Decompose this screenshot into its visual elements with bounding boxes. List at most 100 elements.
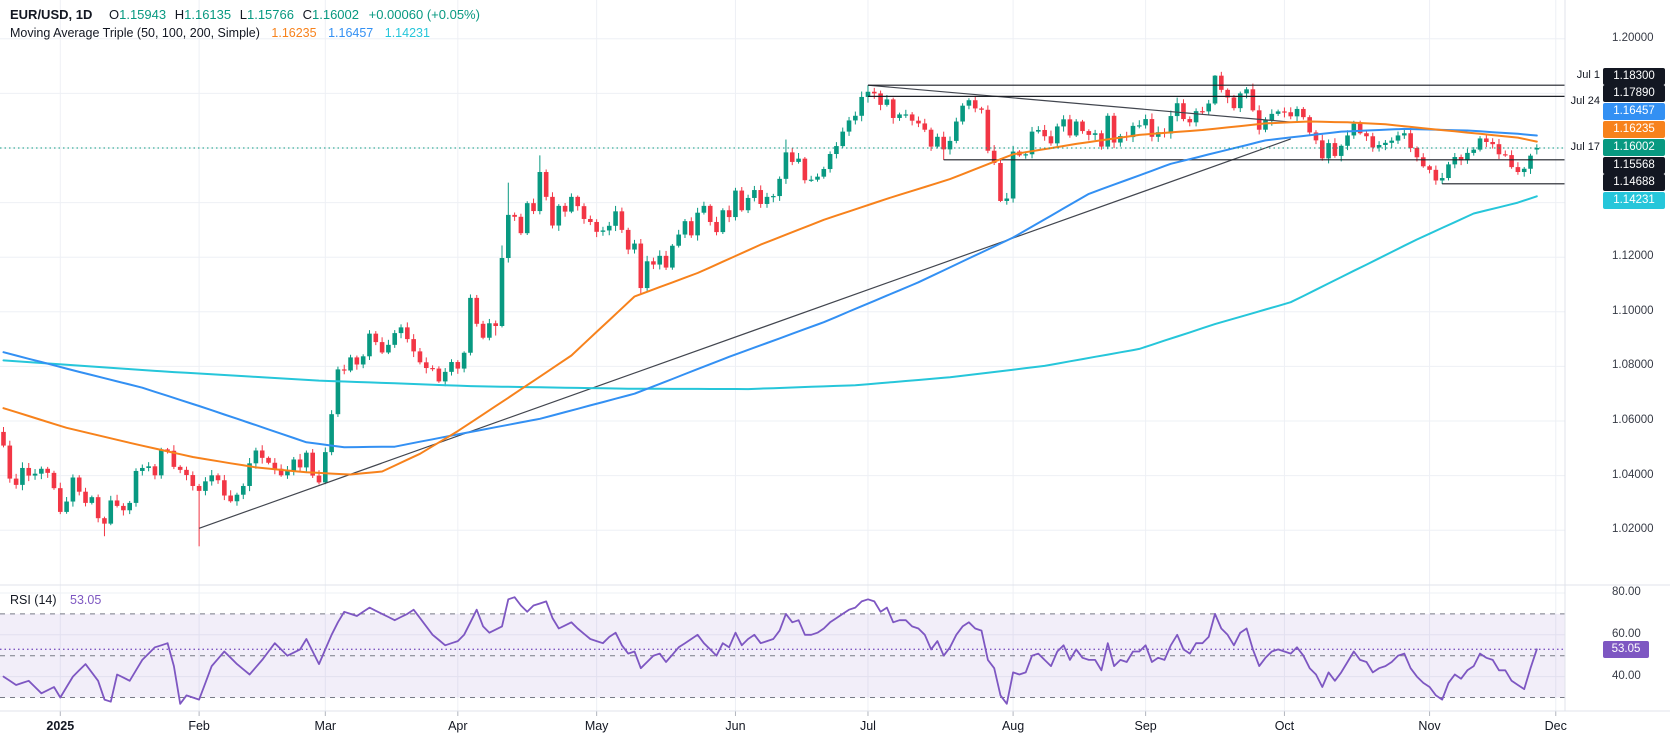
open-value: 1.15943 (119, 7, 167, 22)
candle-body (663, 255, 669, 268)
candle-body (777, 178, 782, 197)
candle-body (695, 212, 700, 236)
candle-body (1402, 133, 1407, 136)
candle-body (966, 100, 972, 106)
candle-body (941, 136, 946, 150)
candle-body (688, 221, 694, 236)
candle-body (903, 114, 909, 116)
candle-body (1294, 108, 1300, 117)
candle-body (102, 518, 107, 524)
candle-body (1326, 143, 1331, 159)
candle-body (1452, 157, 1458, 165)
candle-body (846, 120, 852, 132)
candle-body (1521, 168, 1527, 173)
candle-body (209, 475, 215, 482)
candle-body (1048, 136, 1054, 144)
candle-body (991, 150, 997, 164)
candle-body (1212, 75, 1218, 104)
candle-body (1080, 121, 1085, 132)
candle-body (1010, 151, 1016, 199)
candle-body (701, 205, 707, 213)
candle-body (1092, 133, 1098, 135)
candle-body (190, 475, 196, 486)
candle-body (1301, 108, 1306, 118)
candle-body (1237, 93, 1243, 109)
candle-body (871, 91, 877, 94)
candle-body (423, 362, 429, 369)
candle-body (827, 154, 833, 170)
candle-body (1, 431, 6, 446)
candle-body (909, 114, 915, 121)
candle-body (1130, 125, 1136, 138)
candle-body (1111, 115, 1117, 143)
candle-body (954, 121, 959, 141)
candle-body (979, 108, 984, 110)
candle-body (802, 158, 808, 181)
candle-body (1414, 148, 1420, 158)
rsi-pane[interactable] (0, 585, 1565, 711)
candle-body (985, 109, 991, 151)
candle-body (430, 368, 435, 370)
candle-body (890, 99, 896, 118)
candle-body (297, 459, 303, 468)
close-label: C (302, 7, 312, 22)
high-value: 1.16135 (184, 7, 232, 22)
candle-body (1433, 169, 1439, 181)
ma-legend[interactable]: Moving Average Triple (50, 100, 200, Sim… (10, 26, 430, 40)
candle-body (739, 190, 745, 211)
candle-body (1263, 120, 1268, 130)
rsi-legend[interactable]: RSI (14) 53.05 (10, 593, 101, 607)
candle-body (632, 243, 637, 250)
candle-body (373, 333, 379, 343)
symbol-title[interactable]: EUR/USD, 1D (10, 7, 93, 22)
candle-body (240, 485, 246, 495)
candle-body (253, 450, 259, 464)
candle-body (1168, 116, 1174, 134)
candle-body (417, 351, 423, 363)
ma50-line (2, 120, 1538, 476)
candle-body (158, 449, 164, 476)
candle-body (733, 190, 738, 218)
candle-body (1338, 145, 1344, 156)
main-chart-pane[interactable] (0, 0, 1565, 585)
symbol-legend[interactable]: EUR/USD, 1D O1.15943 H1.16135 L1.15766 C… (10, 7, 480, 22)
time-axis-surface[interactable] (0, 711, 1670, 742)
candle-body (480, 323, 486, 338)
candle-body (1029, 131, 1035, 155)
candle-body (20, 467, 25, 485)
candle-body (972, 100, 978, 109)
candle-body (1282, 111, 1287, 113)
candle-body (1458, 157, 1464, 161)
candle-body (935, 136, 940, 147)
candle-body (815, 176, 820, 180)
candle-body (64, 501, 69, 512)
candle-body (1528, 155, 1533, 169)
close-value: 1.16002 (312, 7, 359, 22)
candle-body (114, 500, 120, 506)
candle-body (506, 214, 511, 259)
price-axis-surface[interactable] (1565, 0, 1670, 711)
candle-body (821, 169, 827, 177)
candle-body (57, 488, 63, 512)
candle-body (1484, 138, 1489, 142)
candle-body (714, 221, 719, 233)
candle-body (1376, 144, 1382, 148)
candle-body (152, 466, 158, 476)
ma100-line (2, 127, 1538, 449)
candle-body (335, 369, 341, 415)
candle-body (657, 255, 663, 265)
candle-body (1357, 123, 1363, 134)
candle-body (1149, 119, 1155, 137)
candle-body (550, 196, 555, 226)
candle-body (341, 369, 347, 371)
candle-body (1420, 157, 1426, 167)
candle-body (1395, 135, 1401, 141)
candle-body (45, 468, 50, 473)
candle-body (834, 146, 839, 155)
candle-body (1137, 125, 1142, 127)
candle-body (960, 105, 965, 122)
candle-body (51, 472, 57, 489)
candle-body (285, 470, 290, 476)
candle-body (1319, 140, 1325, 159)
